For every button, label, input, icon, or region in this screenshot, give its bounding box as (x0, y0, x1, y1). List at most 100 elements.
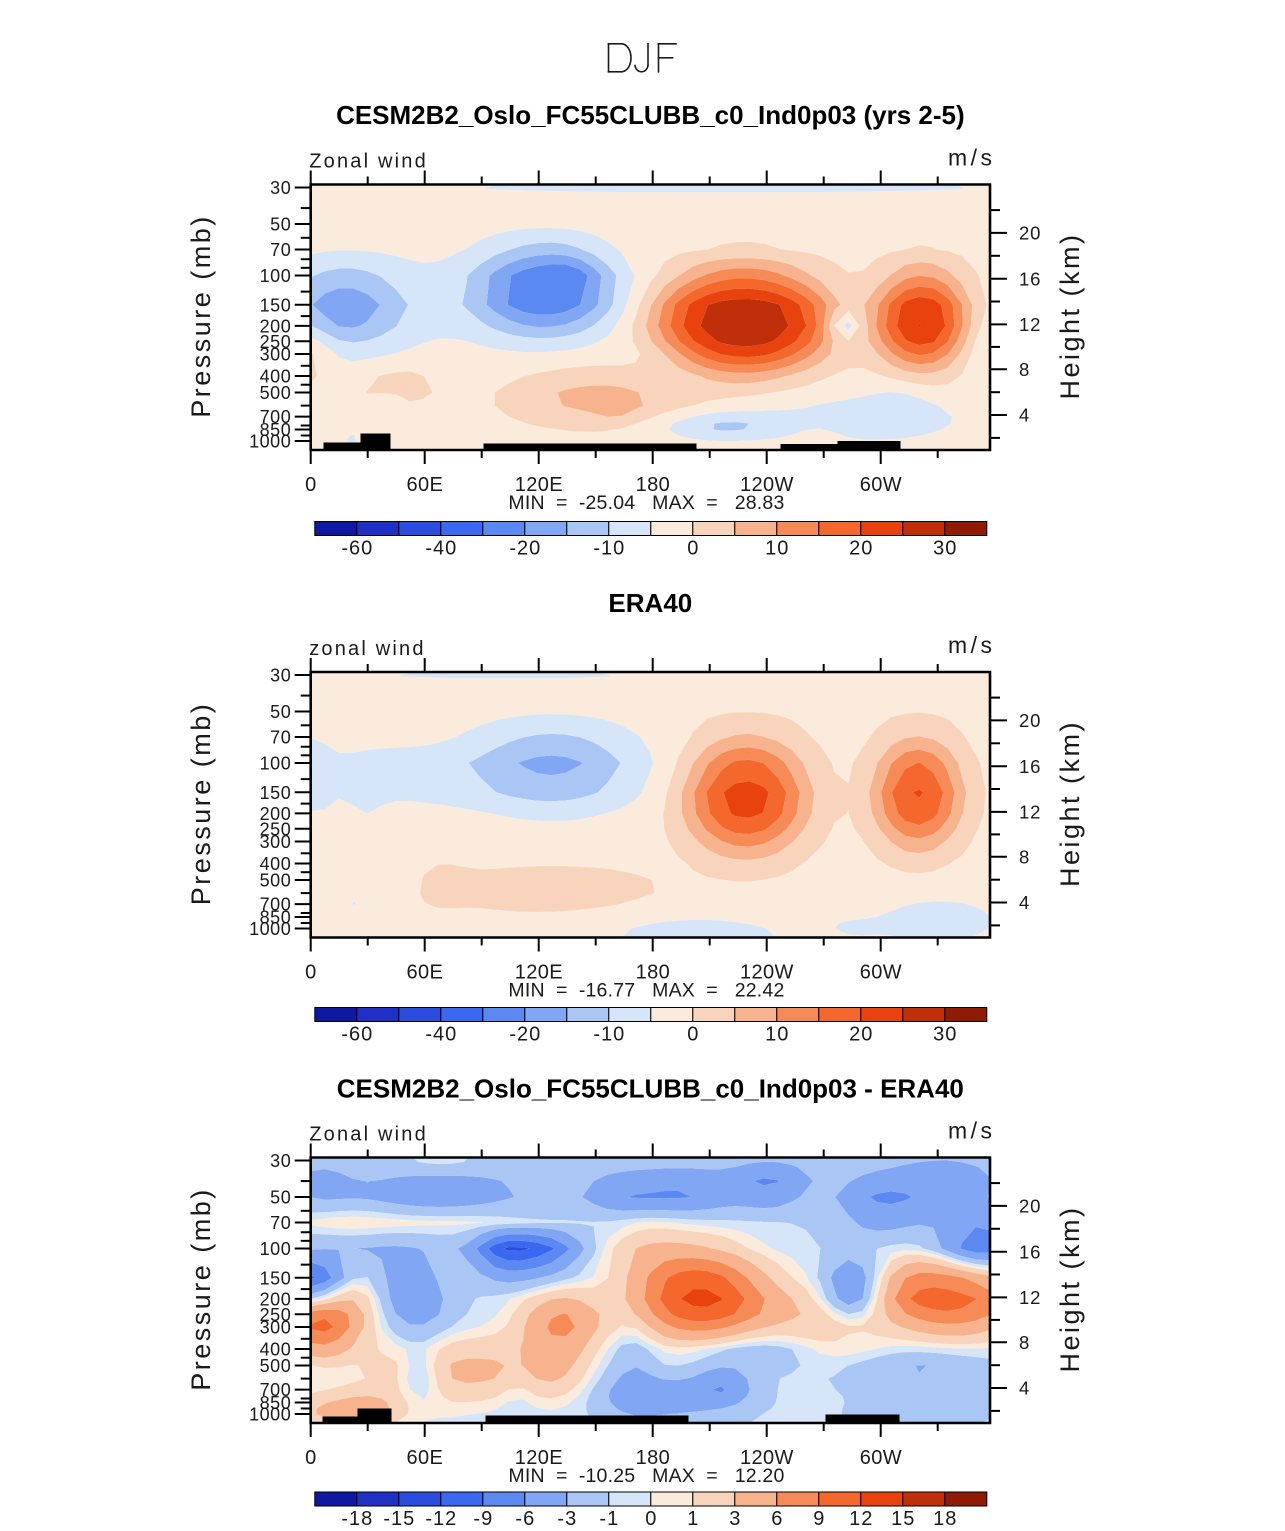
svg-text:1: 1 (249, 431, 259, 451)
svg-text:0: 0 (763, 962, 774, 984)
svg-text:8: 8 (647, 474, 658, 496)
svg-text:4: 4 (762, 980, 773, 1002)
svg-text:e: e (186, 371, 216, 386)
svg-text:1: 1 (249, 919, 259, 939)
svg-text:0: 0 (281, 1380, 291, 1400)
svg-text:0: 0 (270, 1317, 280, 1337)
svg-text:r: r (186, 876, 216, 885)
svg-text:0: 0 (281, 344, 291, 364)
svg-text:0: 0 (281, 1305, 291, 1325)
svg-text:l: l (364, 151, 368, 173)
svg-text:): ) (186, 704, 216, 713)
svg-text:3: 3 (933, 538, 944, 560)
svg-text:3: 3 (260, 832, 270, 852)
svg-text:-: - (341, 1024, 348, 1046)
svg-text:2: 2 (260, 1289, 270, 1309)
svg-text:2: 2 (849, 538, 860, 560)
svg-text:e: e (186, 858, 216, 873)
svg-text:k: k (1055, 1244, 1085, 1258)
svg-text:I: I (525, 1465, 530, 1487)
svg-text:.: . (608, 1465, 613, 1487)
svg-text:5: 5 (403, 1508, 414, 1530)
svg-text:7: 7 (260, 1380, 270, 1400)
svg-text:1: 1 (1019, 1287, 1029, 1308)
svg-text:0: 0 (281, 1188, 291, 1208)
svg-text:e: e (186, 292, 216, 307)
svg-text:0: 0 (281, 783, 291, 803)
svg-text:0: 0 (773, 1465, 784, 1487)
svg-text:n: n (337, 1124, 348, 1146)
svg-text:7: 7 (270, 240, 280, 260)
svg-text:0: 0 (645, 1508, 656, 1530)
svg-text:0: 0 (281, 1393, 291, 1413)
svg-text:(: ( (1055, 287, 1085, 296)
svg-text:N: N (530, 1465, 544, 1487)
svg-text:m: m (948, 145, 967, 171)
svg-text:0: 0 (281, 854, 291, 874)
svg-text:1: 1 (735, 1465, 746, 1487)
svg-text:(: ( (1055, 775, 1085, 784)
svg-text:(: ( (186, 271, 216, 280)
svg-text:0: 0 (270, 1239, 280, 1259)
svg-text:5: 5 (270, 295, 280, 315)
svg-text:=: = (706, 980, 717, 1002)
svg-text:-: - (579, 1465, 586, 1487)
svg-text:0: 0 (281, 870, 291, 890)
svg-text:s: s (186, 339, 216, 353)
svg-text:0: 0 (281, 1317, 291, 1337)
svg-text:l: l (364, 1124, 368, 1146)
svg-text:s: s (186, 1328, 216, 1342)
svg-text:0: 0 (281, 178, 291, 198)
svg-text:): ) (1055, 722, 1085, 731)
svg-text:X: X (682, 980, 695, 1002)
svg-text:r: r (186, 388, 216, 397)
svg-text:H: H (1055, 868, 1085, 888)
svg-text:1: 1 (515, 474, 526, 496)
svg-text:4: 4 (260, 1340, 270, 1360)
svg-text:0: 0 (445, 538, 456, 560)
svg-text:1: 1 (740, 962, 751, 984)
svg-text:E: E (430, 962, 443, 984)
svg-text:5: 5 (270, 215, 280, 235)
svg-text:1: 1 (515, 962, 526, 984)
svg-text:1: 1 (765, 1024, 776, 1046)
svg-text:u: u (186, 1294, 216, 1309)
svg-text:/: / (971, 632, 978, 658)
svg-text:W: W (883, 474, 902, 496)
svg-text:1: 1 (433, 1508, 444, 1530)
svg-text:0: 0 (281, 1213, 291, 1233)
svg-text:0: 0 (763, 1447, 774, 1469)
svg-text:W: W (883, 1447, 902, 1469)
svg-text:9: 9 (481, 1508, 492, 1530)
svg-text:3: 3 (270, 178, 280, 198)
svg-text:6: 6 (597, 980, 608, 1002)
svg-text:i: i (1055, 1327, 1085, 1333)
svg-text:2: 2 (260, 316, 270, 336)
svg-text:8: 8 (647, 1447, 658, 1469)
svg-text:.: . (757, 1465, 762, 1487)
svg-text:6: 6 (1030, 756, 1040, 777)
svg-text:0: 0 (305, 474, 316, 496)
svg-text:-: - (579, 980, 586, 1002)
svg-text:1: 1 (636, 1447, 647, 1469)
svg-text:r: r (186, 310, 216, 319)
svg-text:Z: Z (309, 1124, 321, 1146)
svg-text:s: s (186, 355, 216, 369)
svg-text:6: 6 (349, 1024, 360, 1046)
svg-text:m: m (1055, 1219, 1085, 1242)
svg-text:/: / (971, 145, 978, 171)
svg-text:1: 1 (260, 295, 270, 315)
svg-text:0: 0 (281, 367, 291, 387)
svg-text:4: 4 (433, 538, 444, 560)
svg-text:1: 1 (249, 1404, 259, 1424)
svg-text:6: 6 (407, 474, 418, 496)
svg-text:i: i (395, 151, 399, 173)
svg-text:5: 5 (270, 783, 280, 803)
svg-text:0: 0 (260, 919, 270, 939)
svg-text:0: 0 (361, 538, 372, 560)
svg-text:.: . (608, 492, 613, 514)
svg-text:0: 0 (270, 870, 280, 890)
svg-text:Z: Z (309, 151, 321, 173)
svg-text:b: b (186, 1201, 216, 1216)
svg-text:0: 0 (613, 492, 624, 514)
